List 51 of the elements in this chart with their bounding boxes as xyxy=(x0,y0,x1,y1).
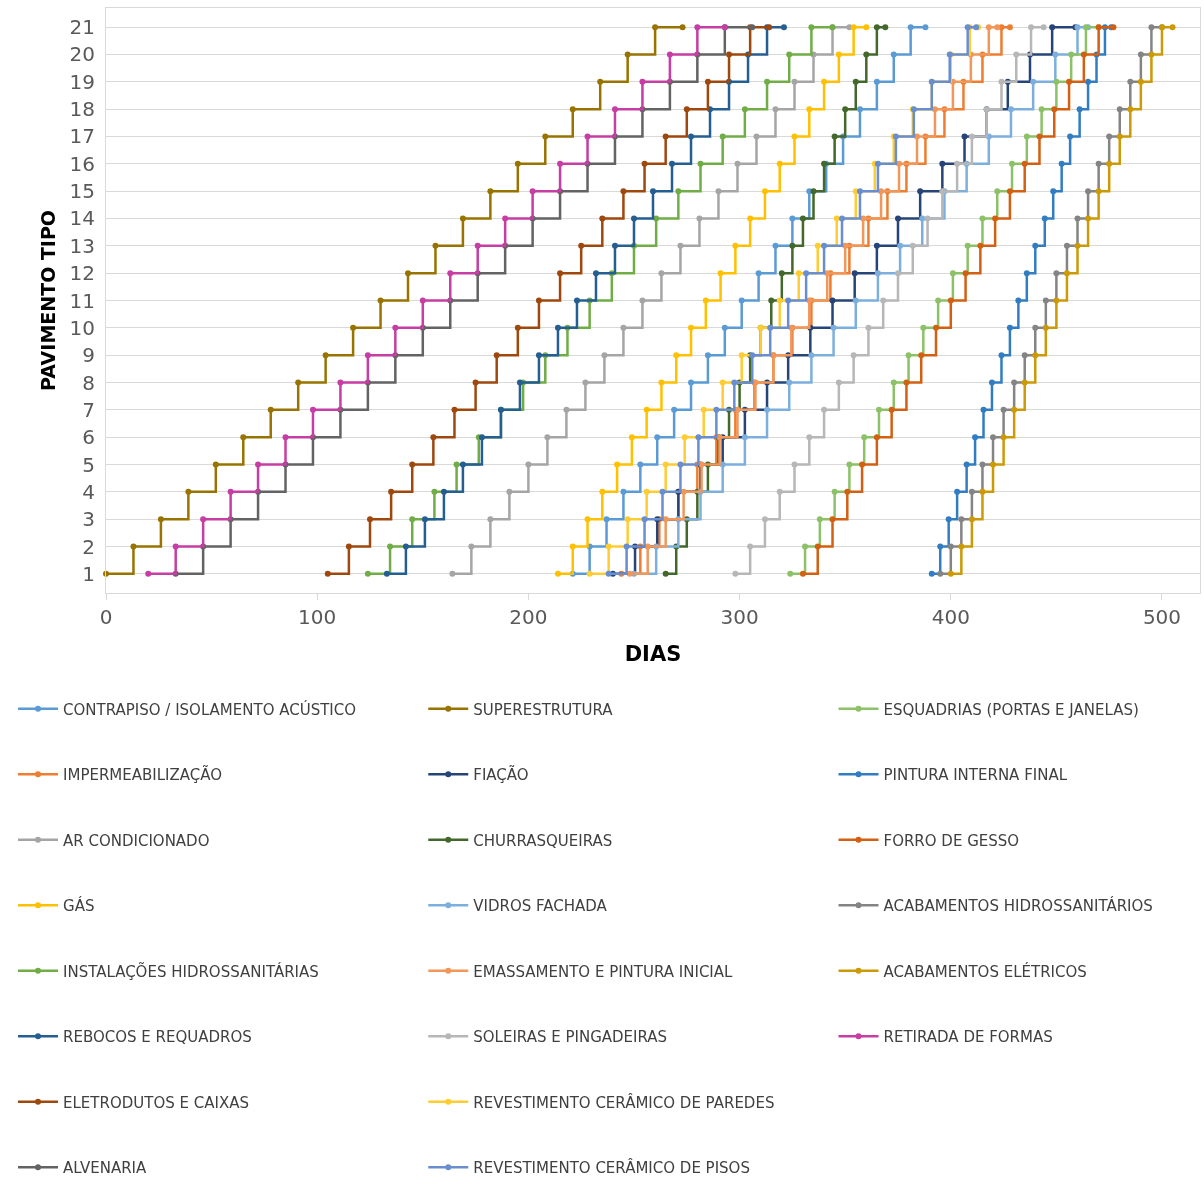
y-tick-label: 18 xyxy=(69,97,95,122)
y-tick-label: 15 xyxy=(69,179,95,204)
y-tick-label: 5 xyxy=(82,452,95,477)
y-tick-label: 12 xyxy=(69,261,95,286)
x-tick-label: 200 xyxy=(509,605,548,629)
y-tick-label: 13 xyxy=(69,233,95,258)
y-tick-label: 8 xyxy=(82,370,95,395)
legend-label: VIDROS FACHADA xyxy=(473,897,608,916)
x-tick-label: 0 xyxy=(99,605,113,629)
y-tick-label: 9 xyxy=(82,343,95,368)
legend-label: FIAÇÃO xyxy=(473,765,529,785)
y-axis-title: PAVIMENTO TIPO xyxy=(37,210,60,391)
legend-label: SOLEIRAS E PINGADEIRAS xyxy=(473,1028,668,1047)
y-tick-label: 19 xyxy=(69,69,95,94)
x-tick-label: 500 xyxy=(1142,605,1182,629)
y-tick-label: 4 xyxy=(82,479,95,504)
legend-label: AR CONDICIONADO xyxy=(63,831,210,850)
y-tick-label: 20 xyxy=(69,42,95,67)
legend-label: REVESTIMENTO CERÂMICO DE PAREDES xyxy=(473,1092,775,1112)
legend-label: PINTURA INTERNA FINAL xyxy=(883,766,1068,785)
legend-label: CONTRAPISO / ISOLAMENTO ACÚSTICO xyxy=(63,699,357,719)
legend-label: RETIRADA DE FORMAS xyxy=(883,1028,1053,1047)
y-tick-label: 14 xyxy=(69,206,95,231)
legend-label: INSTALAÇÕES HIDROSSANITÁRIAS xyxy=(63,961,319,981)
legend-label: ALVENARIA xyxy=(63,1159,148,1178)
x-tick-label: 400 xyxy=(931,605,970,629)
legend-label: EMASSAMENTO E PINTURA INICIAL xyxy=(473,962,734,981)
y-tick-label: 1 xyxy=(82,561,95,586)
x-tick-label: 100 xyxy=(298,605,337,629)
legend-label: ELETRODUTOS E CAIXAS xyxy=(63,1093,249,1112)
y-tick-label: 17 xyxy=(69,124,95,149)
x-tick-label: 300 xyxy=(720,605,759,629)
legend-label: CHURRASQUEIRAS xyxy=(473,831,613,850)
legend-label: FORRO DE GESSO xyxy=(883,831,1020,850)
y-tick-label: 21 xyxy=(69,15,95,40)
legend-label: ACABAMENTOS ELÉTRICOS xyxy=(883,961,1087,981)
y-tick-label: 3 xyxy=(82,507,95,532)
legend-label: REVESTIMENTO CERÂMICO DE PISOS xyxy=(473,1158,750,1178)
y-tick-label: 2 xyxy=(82,534,95,559)
legend-label: REBOCOS E REQUADROS xyxy=(63,1028,252,1047)
x-axis-title: DIAS xyxy=(624,642,682,667)
y-tick-label: 10 xyxy=(69,315,95,340)
legend-label: GÁS xyxy=(63,896,95,916)
y-tick-label: 16 xyxy=(69,151,95,176)
legend-label: IMPERMEABILIZAÇÃO xyxy=(63,765,223,785)
y-tick-label: 7 xyxy=(82,397,95,422)
y-tick-label: 11 xyxy=(69,288,95,313)
legend-label: ACABAMENTOS HIDROSSANITÁRIOS xyxy=(883,896,1153,916)
y-tick-label: 6 xyxy=(82,425,95,450)
legend-label: SUPERESTRUTURA xyxy=(473,700,614,719)
legend-label: ESQUADRIAS (PORTAS E JANELAS) xyxy=(883,700,1139,719)
